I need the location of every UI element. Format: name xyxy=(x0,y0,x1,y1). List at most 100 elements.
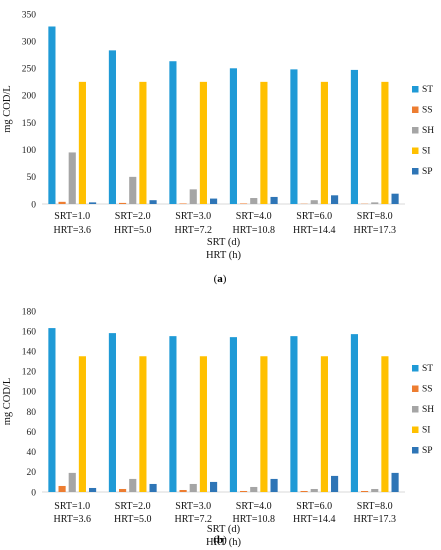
bar-st xyxy=(48,26,56,204)
bar-sp xyxy=(89,202,97,204)
bar-sh xyxy=(371,202,379,204)
y-axis-title: mg COD/L xyxy=(2,378,13,426)
x-axis-title: HRT (h) xyxy=(206,250,242,261)
chart-panel-b: 0 20 40 60 80 100 120 140 160 180 SRT=1.0 HRT=3.6 SR… xyxy=(2,307,434,548)
bar-ss xyxy=(179,203,187,204)
bar-sp xyxy=(331,475,339,492)
x-category-label: SRT=6.0 xyxy=(296,501,332,512)
y-tick-label: 100 xyxy=(22,388,37,398)
x-category-label: SRT=1.0 xyxy=(54,211,90,222)
bar-si xyxy=(260,81,268,204)
x-axis-title: HRT (h) xyxy=(206,537,242,548)
bar-si xyxy=(139,356,147,492)
y-tick-label: 140 xyxy=(22,348,37,358)
y-tick-label: 100 xyxy=(22,146,37,156)
x-axis-title: SRT (d) xyxy=(207,237,241,248)
bar-sp xyxy=(391,472,399,492)
panel-label: (a) xyxy=(214,273,227,285)
bar-ss xyxy=(119,488,127,492)
bar-st xyxy=(108,333,116,492)
y-tick-label: 200 xyxy=(22,92,37,102)
bar-sh xyxy=(129,478,137,492)
bar-sh xyxy=(68,472,76,492)
legend-swatch-si xyxy=(412,426,419,433)
bar-sh xyxy=(189,189,197,204)
bar-st xyxy=(290,336,298,492)
x-category-label: SRT=3.0 xyxy=(175,501,211,512)
bar-sp xyxy=(210,481,218,492)
bar-ss xyxy=(300,490,308,492)
legend-swatch-ss xyxy=(412,385,419,392)
x-category-label: HRT=10.8 xyxy=(232,514,275,525)
legend-swatch-sp xyxy=(412,168,419,175)
bar-sp xyxy=(331,195,339,204)
bar-sp xyxy=(149,483,157,492)
bar-ss xyxy=(58,201,66,204)
bar-sp xyxy=(391,193,399,204)
bar-sp xyxy=(210,198,218,204)
bar-st xyxy=(229,68,237,204)
bar-ss xyxy=(240,490,248,492)
bar-sh xyxy=(68,152,76,204)
legend-label-sp: SP xyxy=(422,446,433,456)
x-category-label: SRT=8.0 xyxy=(357,501,393,512)
bar-st xyxy=(169,336,177,492)
legend-label-si: SI xyxy=(422,147,430,157)
bar-sh xyxy=(129,176,137,204)
bar-si xyxy=(320,81,328,204)
legend-label-sh: SH xyxy=(422,405,434,415)
legend-swatch-si xyxy=(412,147,419,154)
legend-label-ss: SS xyxy=(422,385,433,395)
x-category-label: SRT=3.0 xyxy=(175,211,211,222)
legend-label-st: ST xyxy=(422,364,433,374)
bar-si xyxy=(78,356,86,492)
x-category-label: SRT=2.0 xyxy=(115,211,151,222)
bar-si xyxy=(320,356,328,492)
x-category-label: HRT=7.2 xyxy=(174,514,212,525)
y-tick-label: 0 xyxy=(31,488,36,498)
y-tick-label: 150 xyxy=(22,119,37,129)
legend-swatch-st xyxy=(412,365,419,372)
bar-ss xyxy=(119,202,127,204)
bar-ss xyxy=(240,203,248,204)
bar-si xyxy=(78,81,86,204)
legend-label-sp: SP xyxy=(422,167,433,177)
bar-st xyxy=(169,61,177,205)
bar-sh xyxy=(250,486,258,492)
bar-st xyxy=(350,334,358,492)
bar-sp xyxy=(270,196,278,204)
y-tick-label: 120 xyxy=(22,368,37,378)
y-tick-label: 20 xyxy=(27,468,37,478)
bar-ss xyxy=(361,490,369,492)
bar-ss xyxy=(179,489,187,492)
x-category-label: HRT=3.6 xyxy=(53,514,91,525)
x-category-label: HRT=3.6 xyxy=(53,225,91,236)
x-category-label: HRT=5.0 xyxy=(114,225,152,236)
y-tick-label: 40 xyxy=(27,448,37,458)
y-tick-label: 60 xyxy=(27,428,37,438)
y-tick-label: 250 xyxy=(22,65,37,75)
bar-si xyxy=(381,81,389,204)
legend-label-ss: SS xyxy=(422,106,433,116)
x-category-label: HRT=14.4 xyxy=(293,225,336,236)
bar-sh xyxy=(371,488,379,492)
bar-si xyxy=(139,81,147,204)
bar-sp xyxy=(89,487,97,492)
x-category-label: SRT=4.0 xyxy=(236,211,272,222)
legend-label-si: SI xyxy=(422,426,430,436)
bar-si xyxy=(260,356,268,492)
y-tick-label: 300 xyxy=(22,37,37,47)
x-category-label: HRT=17.3 xyxy=(353,514,396,525)
bar-st xyxy=(350,69,358,204)
x-category-label: SRT=1.0 xyxy=(54,501,90,512)
y-tick-label: 180 xyxy=(22,307,37,317)
bar-ss xyxy=(58,485,66,492)
legend-swatch-sh xyxy=(412,406,419,413)
y-tick-label: 0 xyxy=(31,200,36,210)
bar-sh xyxy=(310,200,318,204)
bar-sh xyxy=(250,198,258,204)
x-category-label: HRT=7.2 xyxy=(174,225,212,236)
x-category-label: HRT=10.8 xyxy=(232,225,275,236)
legend-label-st: ST xyxy=(422,85,433,95)
